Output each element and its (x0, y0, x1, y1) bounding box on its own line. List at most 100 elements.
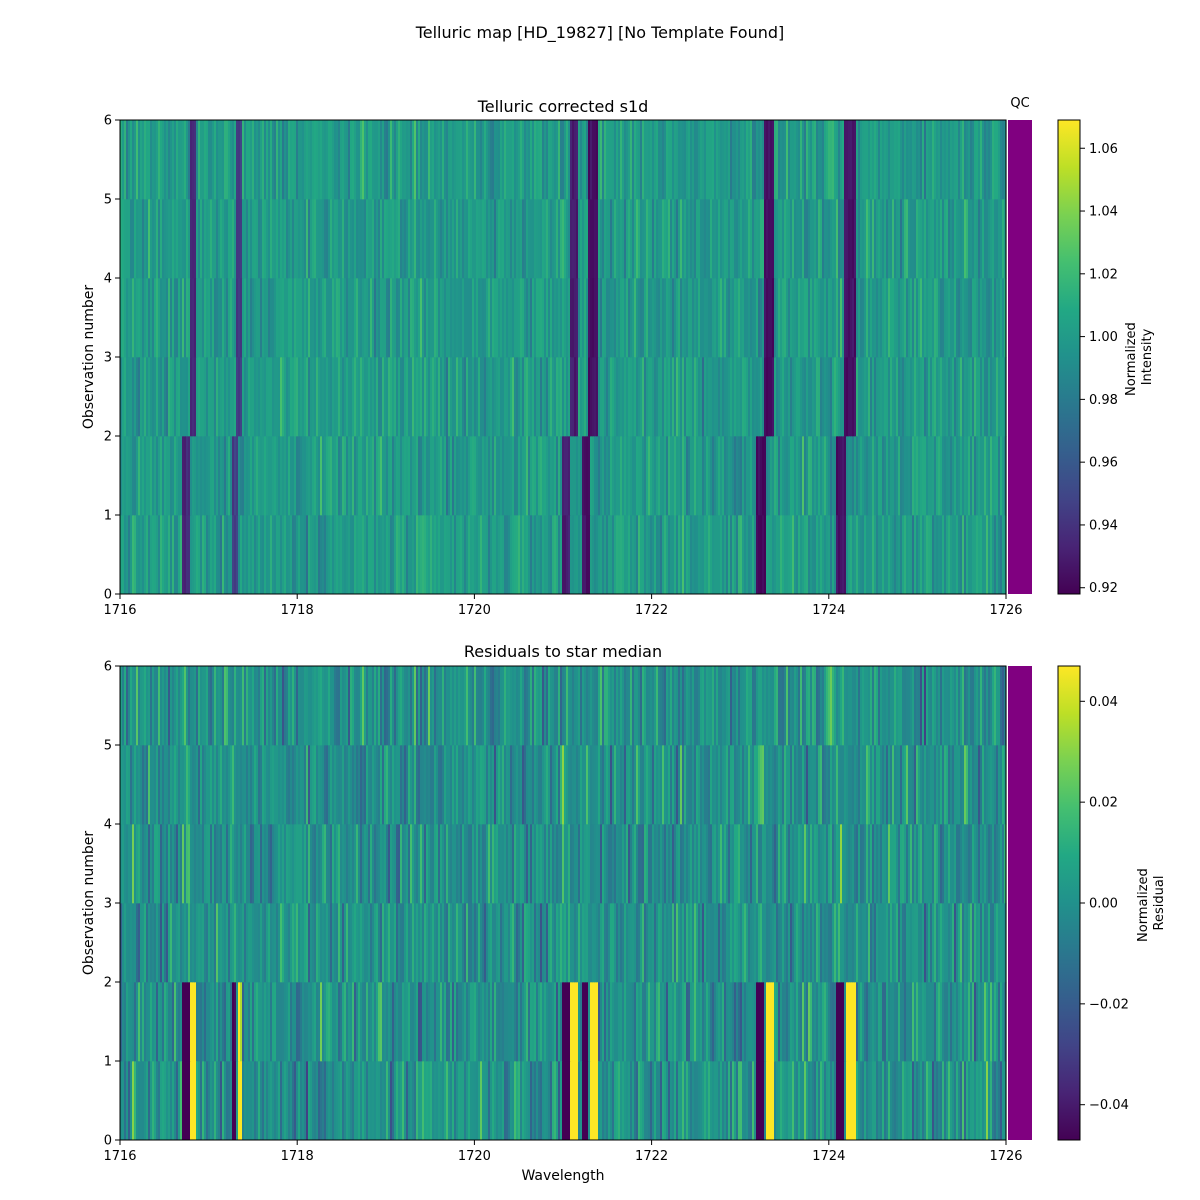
heatmap-cell (266, 436, 269, 516)
heatmap-cell (604, 436, 607, 516)
heatmap-cell (510, 120, 513, 200)
heatmap-cell (634, 1061, 637, 1141)
heatmap-cell (376, 1061, 379, 1141)
heatmap-cell (946, 120, 949, 200)
heatmap-cell (930, 199, 933, 279)
heatmap-cell (996, 357, 999, 437)
heatmap-cell (636, 199, 639, 279)
heatmap-cell (874, 436, 877, 516)
heatmap-cell (670, 982, 673, 1062)
heatmap-cell (290, 903, 293, 983)
heatmap-cell (294, 436, 297, 516)
heatmap-cell (546, 120, 549, 200)
heatmap-cell (762, 120, 765, 200)
heatmap-cell (902, 199, 905, 279)
heatmap-cell (862, 278, 865, 358)
heatmap-cell (332, 903, 335, 983)
heatmap-cell (556, 982, 559, 1062)
heatmap-cell (660, 199, 663, 279)
heatmap-cell (618, 120, 621, 200)
heatmap-cell (298, 436, 301, 516)
heatmap-cell (122, 199, 125, 279)
heatmap-cell (944, 903, 947, 983)
heatmap-cell (300, 436, 303, 516)
heatmap-cell (310, 199, 313, 279)
heatmap-cell (628, 903, 631, 983)
heatmap-cell (852, 745, 855, 825)
heatmap-cell (832, 120, 835, 200)
heatmap-cell (578, 982, 581, 1062)
heatmap-cell (382, 515, 385, 595)
heatmap-cell (694, 745, 697, 825)
heatmap-cell (424, 824, 427, 904)
heatmap-cell (248, 666, 251, 746)
heatmap-cell (526, 436, 529, 516)
heatmap-cell (824, 982, 827, 1062)
heatmap-cell (602, 903, 605, 983)
heatmap-cell (956, 515, 959, 595)
heatmap-cell (468, 199, 471, 279)
heatmap-cell (486, 199, 489, 279)
heatmap-cell (564, 436, 567, 516)
heatmap-cell (908, 199, 911, 279)
heatmap-cell (134, 278, 137, 358)
heatmap-cell (966, 824, 969, 904)
heatmap-cell (516, 515, 519, 595)
heatmap-cell (412, 982, 415, 1062)
heatmap-cell (318, 199, 321, 279)
heatmap-cell (218, 515, 221, 595)
heatmap-cell (854, 278, 857, 358)
heatmap-cell (386, 1061, 389, 1141)
heatmap-cell (868, 120, 871, 200)
heatmap-cell (340, 745, 343, 825)
qc-bar (1008, 120, 1032, 594)
heatmap-cell (768, 982, 771, 1062)
heatmap-cell (592, 1061, 595, 1141)
heatmap-cell (730, 515, 733, 595)
heatmap-cell (908, 982, 911, 1062)
heatmap-cell (560, 278, 563, 358)
heatmap-cell (720, 903, 723, 983)
heatmap-cell (400, 436, 403, 516)
heatmap-cell (976, 278, 979, 358)
heatmap-cell (358, 357, 361, 437)
heatmap-cell (792, 1061, 795, 1141)
heatmap-cell (510, 199, 513, 279)
heatmap-cell (758, 515, 761, 595)
heatmap-cell (452, 436, 455, 516)
heatmap-cell (392, 903, 395, 983)
heatmap-cell (632, 515, 635, 595)
heatmap-cell (796, 120, 799, 200)
heatmap-cell (396, 436, 399, 516)
heatmap-cell (146, 745, 149, 825)
heatmap-cell (120, 745, 123, 825)
heatmap-cell (446, 278, 449, 358)
heatmap-cell (784, 903, 787, 983)
heatmap-cell (388, 120, 391, 200)
heatmap-cell (602, 278, 605, 358)
heatmap-cell (560, 824, 563, 904)
heatmap-cell (776, 1061, 779, 1141)
heatmap-cell (1002, 982, 1005, 1062)
heatmap-cell (770, 515, 773, 595)
heatmap-cell (172, 515, 175, 595)
heatmap-cell (242, 199, 245, 279)
heatmap-cell (504, 824, 507, 904)
heatmap-cell (688, 824, 691, 904)
heatmap-cell (578, 120, 581, 200)
heatmap-cell (994, 745, 997, 825)
heatmap-cell (352, 120, 355, 200)
heatmap-cell (166, 436, 169, 516)
heatmap-cell (738, 982, 741, 1062)
heatmap-cell (448, 199, 451, 279)
heatmap-cell (276, 436, 279, 516)
heatmap-cell (310, 515, 313, 595)
heatmap-cell (538, 120, 541, 200)
heatmap-cell (826, 278, 829, 358)
heatmap-cell (990, 1061, 993, 1141)
heatmap-cell (364, 436, 367, 516)
heatmap-cell (836, 982, 839, 1062)
heatmap-cell (702, 903, 705, 983)
heatmap-cell (182, 357, 185, 437)
heatmap-cell (166, 666, 169, 746)
